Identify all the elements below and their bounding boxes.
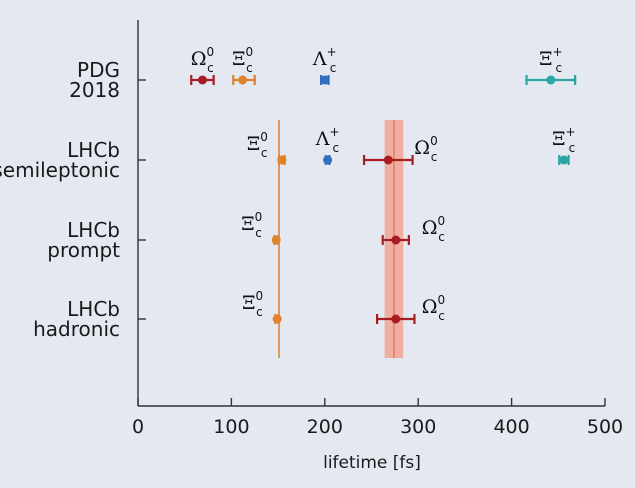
row-label-line2: semileptonic xyxy=(0,158,120,182)
marker xyxy=(559,155,569,165)
row-label-line2: 2018 xyxy=(69,78,120,102)
particle-label-Omega_c0: Ω0 c xyxy=(422,214,445,244)
data-point-Lambda_c+ xyxy=(319,75,330,85)
particle-label-Xi_c+: Ξ+ c xyxy=(552,125,575,155)
x-tick-label: 0 xyxy=(132,416,144,438)
data-point-Omega_c0 xyxy=(190,75,215,85)
x-tick-label: 100 xyxy=(213,416,249,438)
particle-label-Xi_c0: Ξ0 c xyxy=(241,210,262,240)
data-point-Xi_c+ xyxy=(525,75,577,85)
axes xyxy=(137,20,605,407)
x-tick-label: 500 xyxy=(587,416,623,438)
row-label-line1: LHCb xyxy=(67,297,120,321)
marker xyxy=(320,75,330,85)
marker xyxy=(271,235,281,245)
x-axis-label: lifetime [fs] xyxy=(323,453,421,473)
particle-label-Xi_c0: Ξ0 c xyxy=(232,45,253,75)
particle-label-Lambda_c+: Λ+ c xyxy=(315,125,340,155)
data-point-Omega_c0 xyxy=(362,155,414,165)
marker xyxy=(277,155,287,165)
marker xyxy=(546,75,556,85)
data-point-Omega_c0 xyxy=(381,235,410,245)
row-labels: PDG2018LHCbsemileptonicLHCbpromptLHCbhad… xyxy=(0,58,120,341)
marker xyxy=(383,155,393,165)
data-point-Lambda_c+ xyxy=(323,155,333,165)
particle-label-Omega_c0: Ω0 c xyxy=(414,134,437,164)
particle-label-Omega_c0: Ω0 c xyxy=(191,45,214,75)
particle-label-Omega_c0: Ω0 c xyxy=(422,293,445,323)
data-point-Xi_c+ xyxy=(558,155,570,165)
particle-label-Lambda_c+: Λ+ c xyxy=(312,45,337,75)
data-point-Xi_c0 xyxy=(272,314,282,324)
particle-label-Xi_c0: Ξ0 c xyxy=(242,289,263,319)
row-label-line1: LHCb xyxy=(67,218,120,242)
row-label-line2: prompt xyxy=(47,238,120,262)
data-point-Omega_c0 xyxy=(376,314,416,324)
x-ticks: 0 100 200 300 400 500 xyxy=(132,398,623,438)
marker xyxy=(197,75,207,85)
marker xyxy=(391,235,401,245)
x-tick-label: 200 xyxy=(307,416,343,438)
marker xyxy=(323,155,333,165)
marker xyxy=(238,75,248,85)
marker xyxy=(272,314,282,324)
row-label-line1: LHCb xyxy=(67,138,120,162)
particle-label-Xi_c+: Ξ+ c xyxy=(539,45,562,75)
marker xyxy=(391,314,401,324)
particle-labels: Ω0 c Ξ0 c Λ+ c Ξ+ c Ξ0 c Λ+ c Ω0 c Ξ+ c Ξ0 c Ω0 c Ξ0 c Ω0 c xyxy=(191,45,576,323)
x-tick-label: 400 xyxy=(493,416,529,438)
data-points xyxy=(190,75,577,324)
data-point-Xi_c0 xyxy=(271,235,281,245)
x-tick-label: 300 xyxy=(400,416,436,438)
row-label-line1: PDG xyxy=(77,58,120,82)
data-point-Xi_c0 xyxy=(232,75,256,85)
row-label-line2: hadronic xyxy=(33,317,120,341)
data-point-Xi_c0 xyxy=(277,155,287,165)
particle-label-Xi_c0: Ξ0 c xyxy=(247,130,268,160)
